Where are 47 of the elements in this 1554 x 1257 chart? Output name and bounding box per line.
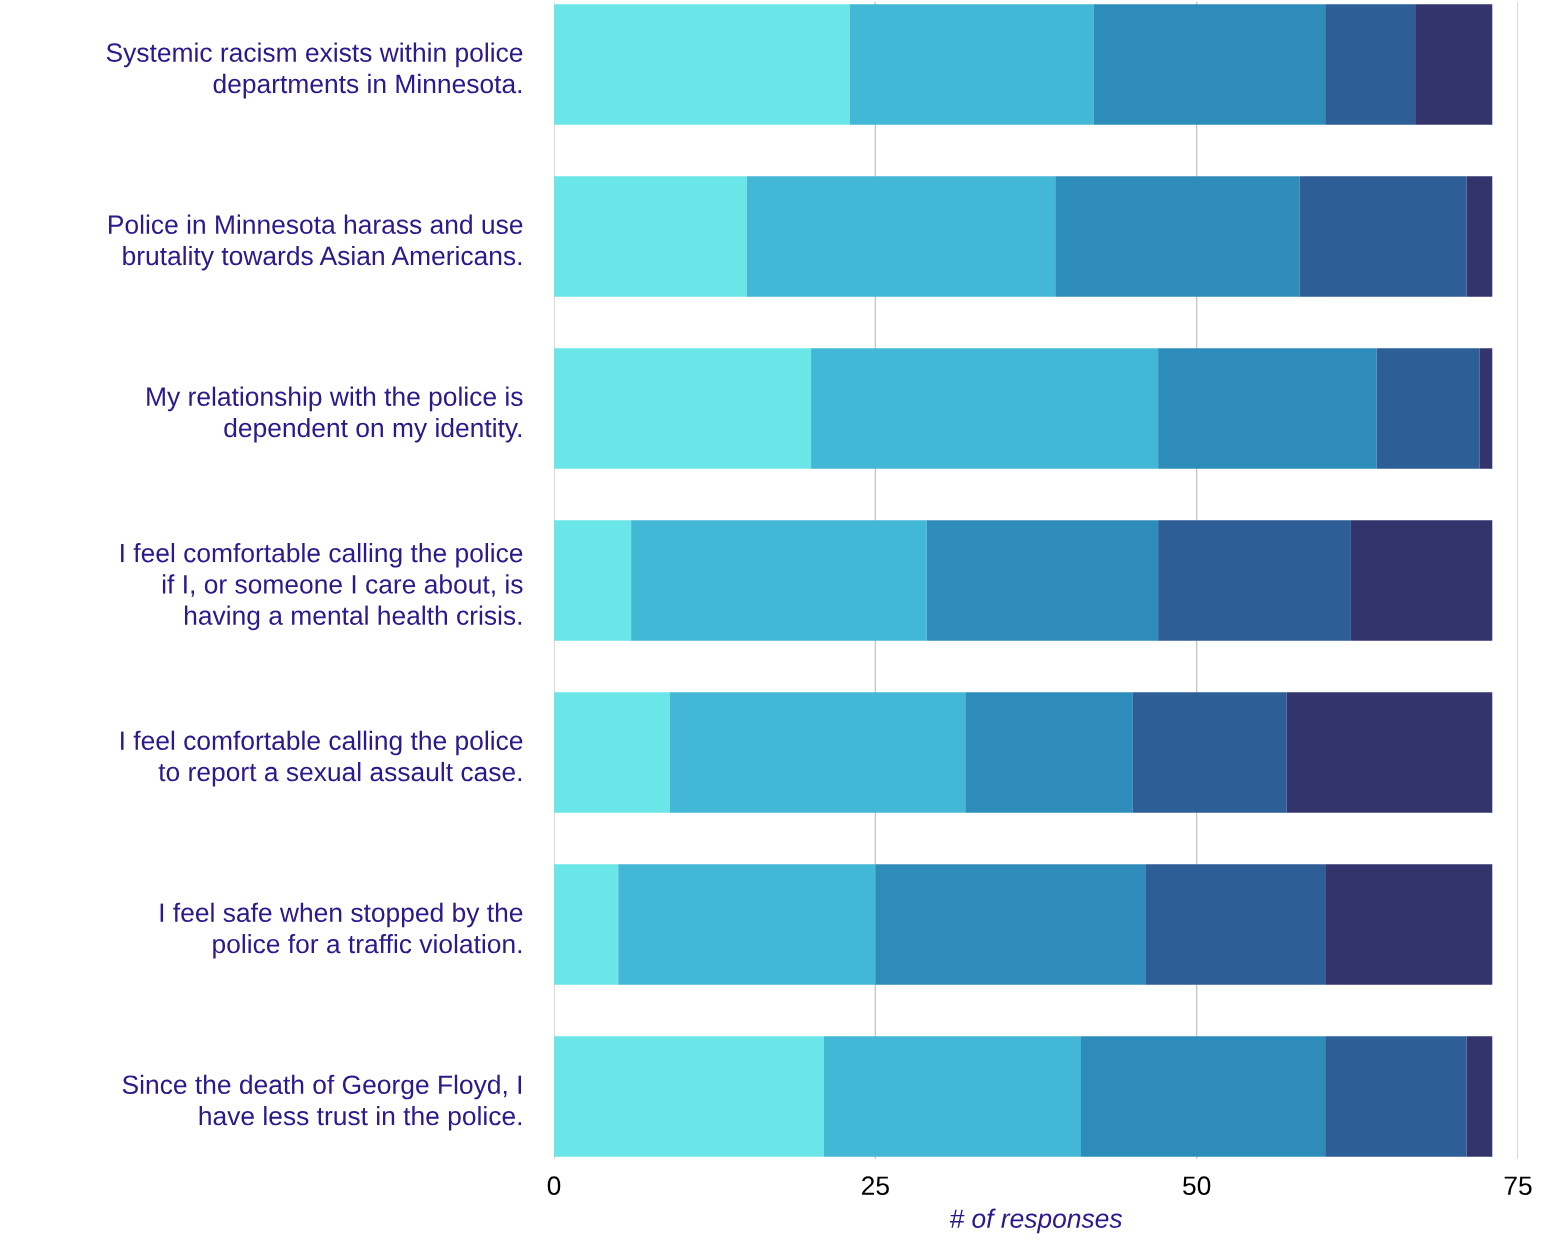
bar [926,520,1159,641]
bar [849,4,1094,125]
bar [554,1036,824,1157]
x-tick-label: 50 [1183,1176,1211,1196]
x-tick-label: 25 [861,1176,889,1196]
x-tick-label: 75 [1504,1176,1532,1196]
bar [554,348,812,469]
y-tick-label: My relationship with the police is dependent on my identity. [147,386,523,443]
bar [554,692,670,813]
bar [631,520,927,641]
bar [554,4,850,125]
bar [823,1036,1081,1157]
y-tick-label: Since the death of George Floyd, I have less trust in the police. [122,1074,522,1131]
bar [1325,4,1416,125]
bar [618,864,876,985]
bar [1325,864,1493,985]
bar [1145,864,1326,985]
bar [1299,176,1467,297]
bar [1055,176,1300,297]
bar [1093,4,1326,125]
bar [1466,1036,1493,1157]
y-tick-label: Police in Minnesota harass and use brutality towards Asian Americans. [109,214,523,271]
bar [1376,348,1480,469]
bar [669,692,966,813]
bar [1479,348,1493,469]
y-tick-label: I feel comfortable calling the police if I, or someone I care about, is having a mental health crisis. [121,542,523,631]
bar [811,348,1159,469]
y-tick-label: I feel comfortable calling the police to report a sexual assault case. [121,730,523,787]
x-tick-label: 0 [547,1176,561,1196]
bar [1415,4,1493,125]
y-tick-label: I feel safe when stopped by the police for a traffic violation. [160,902,523,959]
bar [965,692,1133,813]
bar [1286,692,1493,813]
bar [554,176,747,297]
bar [554,864,619,985]
bar [875,864,1146,985]
bar [746,176,1056,297]
bar [1325,1036,1467,1157]
y-tick-label: Systemic racism exists within police departments in Minnesota. [106,42,523,99]
bar [1158,520,1351,641]
x-axis-title: # of responses [949,1208,1123,1234]
bar [1466,176,1493,297]
bar [1350,520,1493,641]
bar [1158,348,1377,469]
bar [1080,1036,1326,1157]
bar [554,520,632,641]
bar [1132,692,1287,813]
